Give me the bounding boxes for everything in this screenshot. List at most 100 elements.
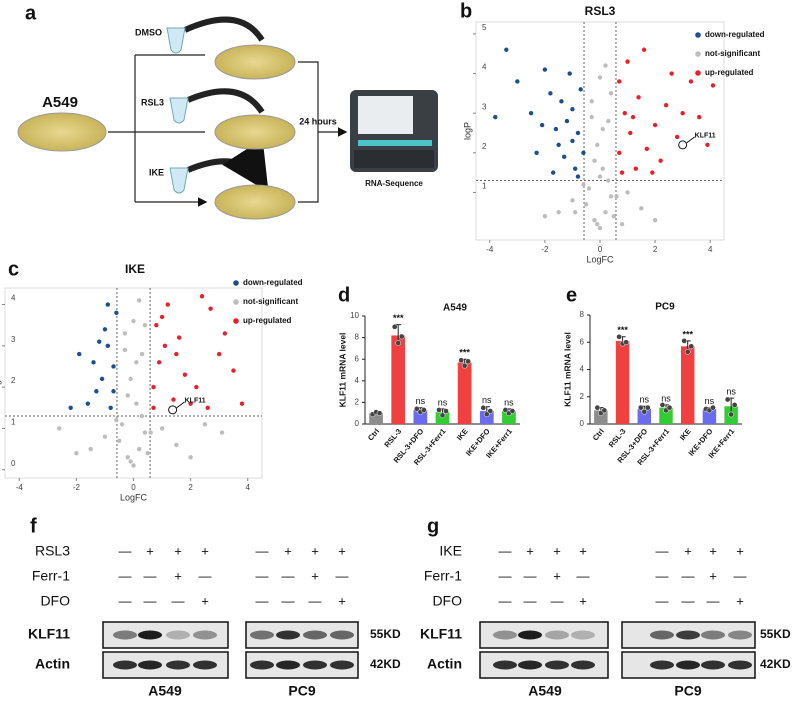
treatment-sign: — bbox=[336, 568, 349, 583]
blot-band bbox=[493, 630, 517, 640]
blot-frame bbox=[245, 651, 359, 679]
replicate-point bbox=[461, 362, 468, 369]
point bbox=[85, 401, 91, 406]
point bbox=[114, 417, 119, 423]
point bbox=[108, 405, 113, 410]
treatment-sign: + bbox=[338, 543, 346, 558]
bar bbox=[702, 409, 717, 424]
point bbox=[219, 430, 225, 435]
panel-letter: f bbox=[30, 515, 37, 537]
blot-band bbox=[250, 660, 274, 670]
x-tick-label: IKE bbox=[455, 427, 470, 442]
treatment-sign: — bbox=[309, 593, 322, 608]
replicate-point bbox=[688, 343, 695, 350]
legend-marker bbox=[233, 318, 239, 324]
point bbox=[145, 451, 150, 456]
blot-band bbox=[728, 630, 752, 640]
y-tick-label: 5 bbox=[482, 23, 487, 32]
y-tick-label: 1 bbox=[11, 418, 16, 427]
point bbox=[564, 118, 570, 124]
panel-letter: e bbox=[566, 284, 577, 306]
point bbox=[570, 198, 575, 203]
point bbox=[111, 389, 116, 394]
blot-band bbox=[728, 660, 752, 670]
treatment-sign: — bbox=[524, 593, 537, 608]
treatment-sign: + bbox=[311, 543, 319, 558]
treatment-sign: — bbox=[199, 568, 212, 583]
point bbox=[151, 384, 156, 390]
y-tick-label: 2 bbox=[482, 142, 487, 151]
point bbox=[134, 401, 139, 406]
point bbox=[578, 87, 583, 92]
blot-band bbox=[303, 630, 327, 640]
point bbox=[222, 331, 228, 336]
treatment-label: DFO bbox=[432, 593, 462, 609]
point bbox=[165, 302, 170, 307]
y-tick-label: 0 bbox=[580, 419, 585, 428]
treatment-sign: + bbox=[311, 568, 319, 583]
replicate-point bbox=[436, 407, 442, 413]
replicate-point bbox=[487, 408, 494, 414]
protein-label: KLF11 bbox=[420, 626, 462, 642]
x-tick-label: 2 bbox=[653, 245, 658, 254]
replicate-point bbox=[421, 407, 427, 413]
significance: ns bbox=[482, 395, 492, 405]
point bbox=[581, 150, 586, 155]
annotation-marker bbox=[168, 405, 178, 415]
point bbox=[581, 182, 586, 187]
y-tick-label: 4 bbox=[11, 294, 16, 303]
replicate-point bbox=[391, 323, 398, 330]
treatment: DMSO bbox=[135, 27, 162, 37]
y-tick-label: 0 bbox=[355, 419, 360, 428]
bar bbox=[502, 411, 516, 424]
point bbox=[633, 166, 639, 171]
point bbox=[603, 63, 608, 68]
treatment-sign: + bbox=[284, 543, 292, 558]
treatment-sign: + bbox=[736, 543, 744, 558]
legend-marker bbox=[233, 299, 239, 305]
blot-band bbox=[676, 660, 700, 670]
x-tick-label: 0 bbox=[598, 245, 603, 254]
y-axis-label: KLF11 mRNA level bbox=[337, 333, 347, 408]
point bbox=[556, 142, 561, 148]
y-tick-label: 10 bbox=[350, 311, 359, 320]
treatment-sign: — bbox=[144, 593, 157, 608]
y-tick-label: 0 bbox=[11, 459, 16, 468]
point bbox=[567, 71, 572, 76]
treatment-sign: + bbox=[146, 543, 154, 558]
y-tick-label: 2 bbox=[11, 376, 16, 385]
annotation-label: KLF11 bbox=[695, 133, 716, 140]
treatment-sign: + bbox=[579, 593, 587, 608]
point bbox=[131, 463, 136, 468]
treatment: IKE bbox=[149, 167, 164, 177]
point bbox=[639, 206, 644, 211]
y-tick-label: 8 bbox=[355, 333, 360, 342]
connectors bbox=[108, 16, 345, 202]
x-tick-label: 0 bbox=[131, 483, 136, 492]
point bbox=[652, 122, 658, 128]
replicate-point bbox=[465, 358, 471, 365]
point bbox=[553, 126, 559, 132]
treatment-sign: — bbox=[524, 568, 537, 583]
point bbox=[122, 347, 128, 353]
significance: ns bbox=[438, 397, 448, 407]
annotation-label: KLF11 bbox=[185, 398, 206, 405]
blot-band bbox=[518, 630, 542, 640]
treatment-sign: — bbox=[499, 593, 512, 608]
x-tick-label: 2 bbox=[188, 483, 193, 492]
point bbox=[182, 372, 188, 377]
treatment-sign: — bbox=[256, 543, 269, 558]
point bbox=[105, 343, 111, 349]
treatment-sign: + bbox=[526, 543, 534, 558]
point bbox=[674, 134, 680, 140]
point bbox=[606, 178, 611, 183]
y-tick-label: 6 bbox=[355, 354, 360, 363]
point bbox=[102, 434, 108, 439]
replicate-point bbox=[480, 404, 487, 411]
panel-letter: g bbox=[427, 515, 439, 537]
replicate-point bbox=[724, 396, 731, 403]
point bbox=[493, 114, 498, 120]
annotation-leader bbox=[176, 401, 185, 409]
point bbox=[561, 154, 567, 159]
